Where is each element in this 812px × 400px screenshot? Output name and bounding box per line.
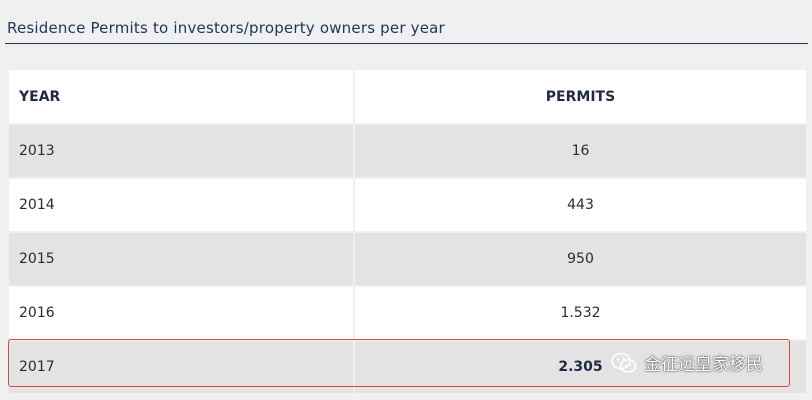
table-row: 2013 16 (9, 124, 806, 179)
table-header-row: YEAR PERMITS (9, 70, 806, 125)
permits-cell: 16 (353, 124, 806, 179)
table-row: 2016 1.532 (9, 286, 806, 341)
permits-cell: 443 (353, 178, 806, 233)
page-title: Residence Permits to investors/property … (7, 19, 445, 37)
year-cell: 2017 (9, 340, 354, 395)
permits-value-highlighted: 2.305 (558, 359, 603, 375)
table-row-highlighted: 2017 2.305 (9, 340, 806, 395)
permits-table: YEAR PERMITS 2013 16 2014 443 2015 950 2… (9, 70, 806, 395)
wechat-icon (610, 351, 638, 375)
column-header-permits: PERMITS (353, 70, 806, 125)
column-header-year: YEAR (9, 70, 354, 125)
watermark-text: 金征远皇家移民 (644, 355, 763, 375)
watermark: 金征远皇家移民 (610, 350, 763, 375)
year-cell: 2014 (9, 178, 354, 233)
table-row: 2015 950 (9, 232, 806, 287)
permits-cell: 2.305 (353, 340, 806, 395)
permits-cell: 950 (353, 232, 806, 287)
title-divider (5, 43, 808, 44)
table-row: 2014 443 (9, 178, 806, 233)
year-cell: 2015 (9, 232, 354, 287)
year-cell: 2013 (9, 124, 354, 179)
permits-cell: 1.532 (353, 286, 806, 341)
year-cell: 2016 (9, 286, 354, 341)
